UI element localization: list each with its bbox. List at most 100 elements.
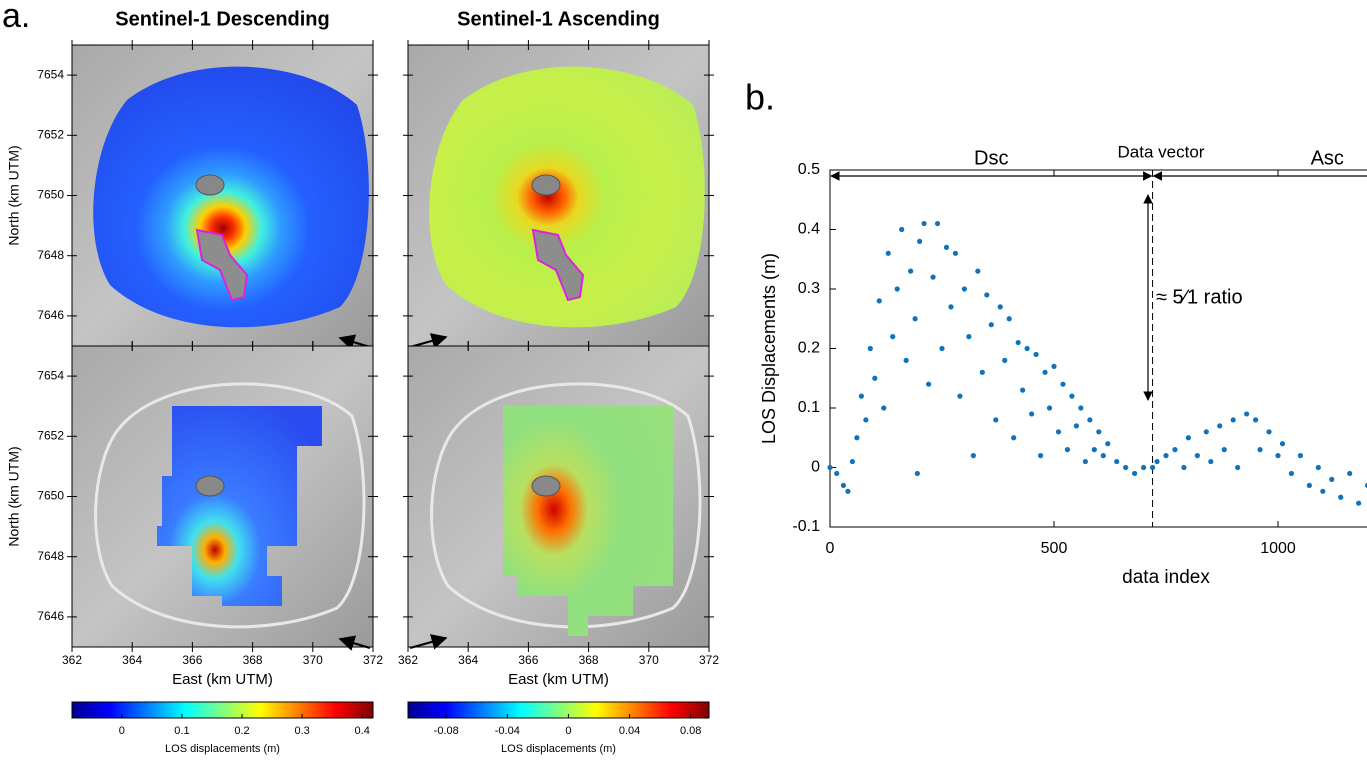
data-point [834, 470, 840, 477]
data-point [1020, 387, 1026, 393]
data-point [1356, 500, 1362, 506]
y-tick-label: 0 [811, 459, 820, 476]
data-point [1051, 363, 1057, 369]
panel-label: b. [745, 77, 775, 118]
panel-label: a. [2, 0, 30, 35]
y-tick-label: 0.4 [798, 221, 820, 238]
data-point [1172, 447, 1178, 453]
data-point [925, 381, 932, 387]
data-point [903, 357, 909, 363]
colorbar-tick-label: -0.08 [434, 725, 459, 737]
x-tick-label: 500 [1041, 540, 1068, 557]
data-point [914, 470, 920, 477]
data-point [984, 292, 990, 298]
data-point [1221, 447, 1227, 453]
data-point [1114, 458, 1120, 465]
data-point [1037, 453, 1044, 459]
data-point [917, 238, 923, 244]
data-point [1002, 357, 1008, 363]
data-point [1266, 429, 1272, 435]
data-point [1149, 464, 1156, 471]
data-point [845, 488, 851, 494]
data-point [881, 405, 887, 411]
data-point [1024, 345, 1030, 352]
y-tick-label: 0.1 [798, 399, 820, 416]
data-point [1087, 417, 1093, 423]
y-tick-label: 7650 [37, 188, 64, 202]
colorbar-tick-label: 0 [565, 725, 571, 737]
data-point [867, 345, 873, 352]
colorbar-label: LOS displacements (m) [501, 743, 616, 755]
colorbar [71, 701, 374, 719]
x-axis-label: East (km UTM) [508, 671, 609, 688]
data-point [876, 298, 882, 304]
data-point [1320, 488, 1326, 494]
data-point [1203, 429, 1209, 435]
data-point [1042, 369, 1048, 375]
data-point [1288, 470, 1295, 477]
map-image [408, 346, 709, 650]
data-point [957, 393, 963, 399]
colorbar-tick-label: 0.4 [355, 725, 370, 737]
data-point [885, 250, 891, 256]
data-point [1194, 453, 1200, 459]
data-point [1006, 316, 1012, 322]
y-axis-label: North (km UTM) [6, 145, 22, 245]
annotation: Dsc [974, 147, 1008, 169]
data-point [849, 458, 856, 465]
data-point [934, 220, 941, 227]
data-point [840, 482, 847, 488]
data-point [894, 286, 900, 292]
y-tick-label: 0.2 [798, 340, 820, 357]
chart-title: Data vector [1118, 142, 1205, 161]
colorbar-tick-label: 0.04 [619, 725, 640, 737]
map-image [408, 45, 709, 349]
y-tick-label: 0.3 [798, 280, 820, 297]
y-tick-label: 7646 [37, 308, 64, 322]
data-point [1064, 447, 1071, 453]
data-point [1100, 453, 1106, 459]
x-tick-label: 362 [398, 653, 418, 667]
x-axis-label: East (km UTM) [172, 671, 273, 688]
data-point [966, 334, 972, 340]
y-tick-label: 7654 [37, 67, 64, 81]
y-tick-label: -0.1 [792, 518, 820, 535]
colorbar-tick-label: 0.1 [174, 725, 189, 737]
map-image [72, 45, 373, 350]
data-point [979, 369, 985, 375]
data-point [921, 220, 927, 227]
data-point [863, 417, 869, 423]
data-point [1060, 381, 1066, 387]
y-tick-label: 7654 [37, 368, 64, 382]
map-title: Sentinel-1 Descending [115, 8, 330, 30]
data-point [1315, 464, 1321, 471]
colorbar-tick-label: 0.2 [234, 725, 249, 737]
annotation: ≈ 5⁄1 ratio [1156, 286, 1243, 308]
data-point [827, 464, 833, 471]
data-point [1181, 464, 1187, 471]
y-tick-label: 7648 [37, 248, 64, 262]
data-point [1208, 458, 1214, 465]
y-tick-label: 7652 [37, 127, 64, 141]
data-point [1230, 417, 1236, 423]
plot-frame [829, 169, 1367, 528]
data-point [1163, 453, 1169, 459]
data-point [1078, 405, 1084, 411]
data-point [1082, 458, 1088, 465]
x-tick-label: 370 [639, 653, 659, 667]
data-point [939, 345, 945, 352]
y-axis-label: LOS Displacements (m) [759, 253, 779, 444]
data-point [912, 316, 918, 322]
data-point [872, 375, 878, 381]
data-point [1132, 470, 1138, 477]
data-point [1029, 411, 1035, 417]
data-point [1033, 351, 1039, 358]
data-point [993, 417, 999, 423]
x-tick-label: 370 [303, 653, 323, 667]
data-point [1123, 464, 1129, 471]
map-title: Sentinel-1 Ascending [457, 8, 660, 30]
x-tick-label: 368 [579, 653, 599, 667]
x-axis-label: data index [1122, 567, 1210, 588]
